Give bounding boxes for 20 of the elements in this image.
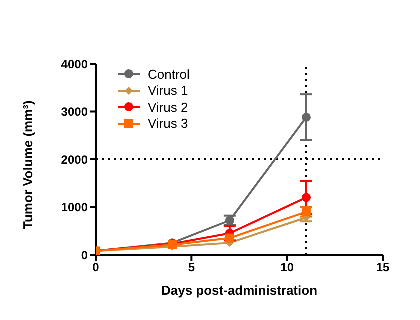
y-tick-label: 2000 — [61, 152, 88, 167]
point — [302, 112, 311, 122]
point — [302, 208, 311, 217]
y-tick-label: 0 — [81, 248, 88, 262]
x-tick-label: 0 — [92, 260, 100, 275]
legend-label: Virus 2 — [148, 100, 188, 115]
point — [225, 216, 234, 226]
point — [225, 234, 234, 243]
y-tick-label: 3000 — [61, 105, 88, 120]
y-axis-title: Tumor Volume (mm³) — [20, 100, 36, 230]
y-tick-label: 4000 — [61, 57, 88, 72]
legend-label: Virus 3 — [148, 116, 188, 132]
x-tick-label: 5 — [188, 260, 196, 275]
legend-label: Virus 1 — [148, 83, 188, 98]
y-tick-label: 1000 — [61, 200, 88, 215]
x-tick-label: 15 — [376, 260, 390, 275]
x-tick-label: 10 — [280, 260, 294, 275]
legend-label: Control — [148, 66, 190, 82]
x-axis-title: Days post-administration — [161, 283, 318, 298]
point — [302, 193, 311, 202]
